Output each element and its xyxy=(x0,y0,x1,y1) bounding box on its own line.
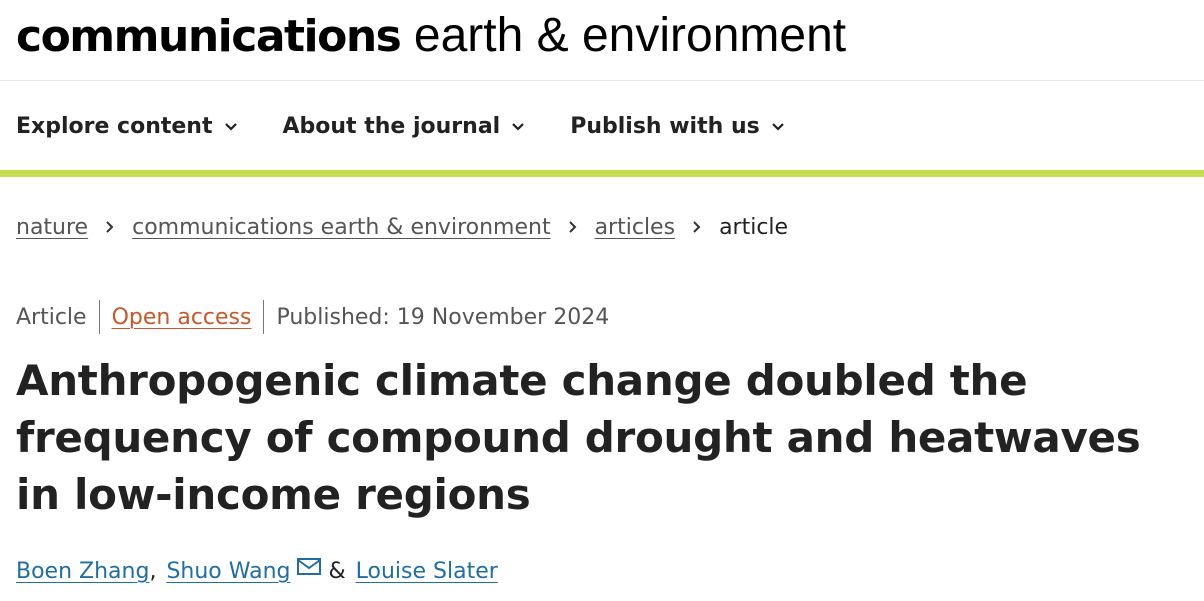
breadcrumb-link-articles[interactable]: articles xyxy=(594,214,676,240)
accent-bar xyxy=(0,170,1204,177)
envelope-icon[interactable] xyxy=(296,557,322,577)
open-access-link[interactable]: Open access xyxy=(111,304,252,330)
breadcrumb-link-nature[interactable]: nature xyxy=(16,214,89,240)
chevron-down-icon xyxy=(512,123,524,131)
chevron-right-icon xyxy=(106,221,114,233)
breadcrumb-current: article xyxy=(719,214,789,240)
published-date: Published: 19 November 2024 xyxy=(276,304,610,330)
main-nav: Explore content About the journal Publis… xyxy=(16,108,830,144)
article-type: Article xyxy=(16,304,87,330)
journal-brand: communications xyxy=(16,11,402,62)
journal-logo[interactable]: communications earth & environment xyxy=(16,8,846,65)
nav-item-label: About the journal xyxy=(282,113,501,139)
breadcrumb: nature communications earth & environmen… xyxy=(16,210,788,244)
author-link-louise-slater[interactable]: Louise Slater xyxy=(355,558,498,584)
meta-divider xyxy=(263,300,265,334)
author-link-boen-zhang[interactable]: Boen Zhang xyxy=(16,558,150,584)
nav-about-journal[interactable]: About the journal xyxy=(283,114,527,139)
chevron-down-icon xyxy=(224,123,237,131)
nav-publish-with-us[interactable]: Publish with us xyxy=(570,114,786,139)
chevron-right-icon xyxy=(568,221,576,233)
breadcrumb-link-journal[interactable]: communications earth & environment xyxy=(132,214,551,240)
article-meta: Article Open access Published: 19 Novemb… xyxy=(16,300,609,334)
nav-explore-content[interactable]: Explore content xyxy=(16,114,239,139)
author-link-shuo-wang[interactable]: Shuo Wang xyxy=(166,558,291,584)
header-divider xyxy=(0,80,1204,81)
article-title: Anthropogenic climate change doubled the… xyxy=(16,356,1141,519)
author-list: Boen Zhang , Shuo Wang & Louise Slater xyxy=(16,553,498,589)
meta-divider xyxy=(98,300,100,334)
chevron-down-icon xyxy=(771,123,784,131)
author-separator: & xyxy=(328,558,346,584)
author-separator: , xyxy=(149,558,157,584)
nav-item-label: Publish with us xyxy=(570,113,760,139)
journal-subtitle: earth & environment xyxy=(413,9,847,62)
nav-item-label: Explore content xyxy=(16,113,213,139)
chevron-right-icon xyxy=(693,221,701,233)
